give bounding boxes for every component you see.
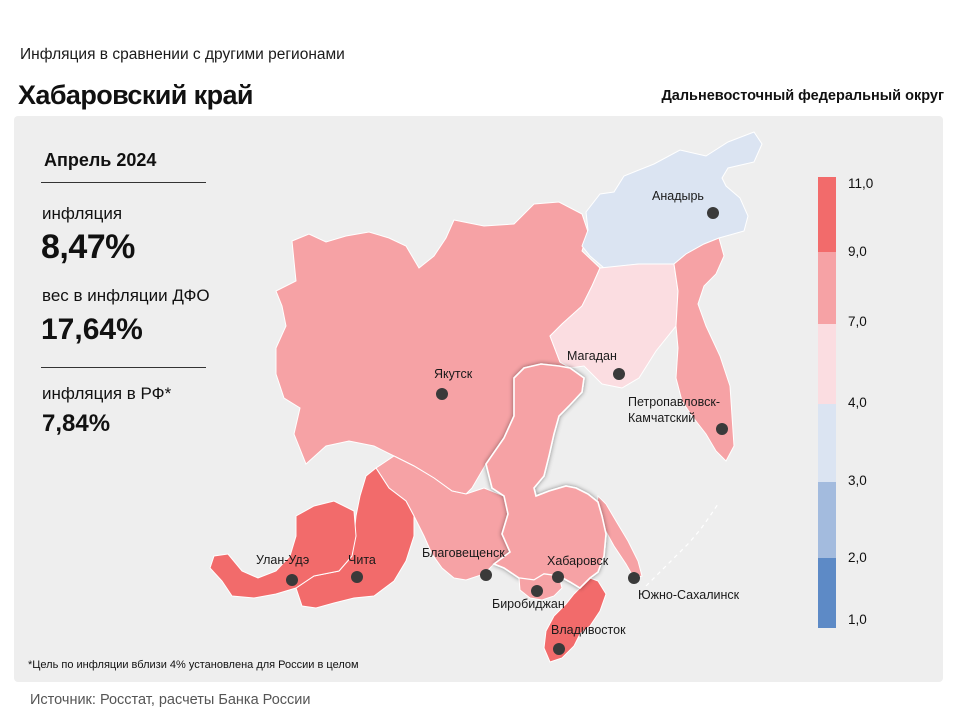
page-title: Хабаровский край <box>18 80 253 110</box>
svg-text:Улан-Удэ: Улан-Удэ <box>256 553 309 567</box>
legend-swatch-7-9 <box>818 252 836 324</box>
color-legend: 11,0 9,0 7,0 4,0 3,0 2,0 1,0 <box>818 176 873 628</box>
legend-swatch-3-4 <box>818 404 836 482</box>
source-note: Источник: Росстат, расчеты Банка России <box>30 692 311 708</box>
rf-inflation-value: 7,84% <box>42 410 111 437</box>
region-kamchatka[interactable] <box>673 237 735 462</box>
svg-text:Южно-Сахалинск: Южно-Сахалинск <box>638 588 740 602</box>
footnote: *Цель по инфляции вблизи 4% установлена … <box>28 659 359 671</box>
city-ulan-ude[interactable]: Улан-Удэ <box>256 553 309 586</box>
legend-swatch-9-11 <box>818 177 836 252</box>
svg-text:Петропавловск-: Петропавловск- <box>628 395 720 409</box>
weight-value: 17,64% <box>41 313 143 346</box>
region-map: Анадырь Магадан Якутск Петропавловск- Ка… <box>209 131 873 663</box>
region-primorye[interactable] <box>543 577 607 663</box>
region-khabarovsk[interactable] <box>485 363 607 590</box>
city-petropavlovsk[interactable]: Петропавловск- Камчатский <box>628 395 728 435</box>
region-kuril <box>645 503 719 587</box>
legend-tick-11: 11,0 <box>848 176 873 191</box>
svg-text:Магадан: Магадан <box>567 349 617 363</box>
legend-tick-1: 1,0 <box>848 612 867 627</box>
city-anadyr[interactable]: Анадырь <box>652 189 719 219</box>
legend-tick-9: 9,0 <box>848 244 867 259</box>
svg-text:Анадырь: Анадырь <box>652 189 704 203</box>
district-title: Дальневосточный федеральный округ <box>661 88 944 104</box>
city-chita[interactable]: Чита <box>348 553 376 583</box>
svg-text:Якутск: Якутск <box>434 367 473 381</box>
city-birobidzhan[interactable]: Биробиджан <box>492 585 565 611</box>
region-buryatia[interactable] <box>209 500 357 599</box>
city-blagoveshchensk[interactable]: Благовещенск <box>422 546 505 581</box>
legend-swatch-4-7 <box>818 324 836 404</box>
map-panel: Анадырь Магадан Якутск Петропавловск- Ка… <box>14 116 943 682</box>
svg-text:Благовещенск: Благовещенск <box>422 546 505 560</box>
period-label: Апрель 2024 <box>44 150 157 170</box>
svg-text:Биробиджан: Биробиджан <box>492 597 565 611</box>
legend-swatch-2-3 <box>818 482 836 558</box>
legend-tick-7: 7,0 <box>848 314 867 329</box>
city-magadan[interactable]: Магадан <box>567 349 625 380</box>
city-vladivostok[interactable]: Владивосток <box>551 623 626 655</box>
page-subtitle: Инфляция в сравнении с другими регионами <box>20 46 345 63</box>
legend-tick-4: 4,0 <box>848 395 867 410</box>
svg-text:Чита: Чита <box>348 553 376 567</box>
legend-tick-2: 2,0 <box>848 550 867 565</box>
legend-tick-3: 3,0 <box>848 473 867 488</box>
svg-text:Хабаровск: Хабаровск <box>547 554 609 568</box>
rf-inflation-label: инфляция в РФ* <box>42 384 172 403</box>
weight-label: вес в инфляции ДФО <box>42 286 210 305</box>
svg-text:Владивосток: Владивосток <box>551 623 626 637</box>
divider-bottom <box>41 367 206 368</box>
region-yakutia[interactable] <box>275 201 601 495</box>
inflation-label: инфляция <box>42 204 123 223</box>
city-khabarovsk[interactable]: Хабаровск <box>547 554 609 583</box>
divider-top <box>41 182 206 183</box>
legend-swatch-1-2 <box>818 558 836 628</box>
inflation-value: 8,47% <box>41 228 135 266</box>
city-yuzhno-sakhalinsk[interactable]: Южно-Сахалинск <box>628 572 740 602</box>
svg-text:Камчатский: Камчатский <box>628 411 695 425</box>
city-yakutsk[interactable]: Якутск <box>434 367 473 400</box>
